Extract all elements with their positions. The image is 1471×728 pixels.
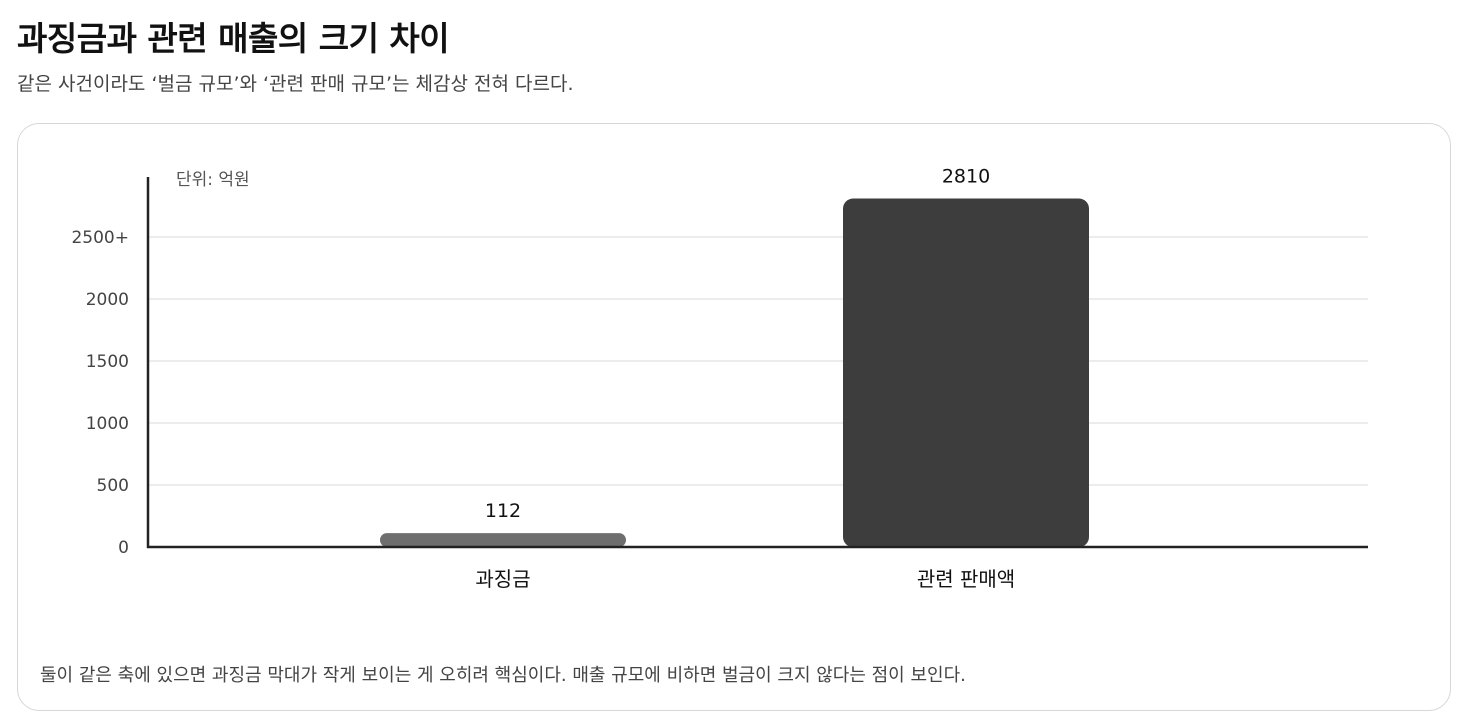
page-title: 과징금과 관련 매출의 크기 차이 bbox=[17, 19, 450, 58]
labels: 단위: 억원 112 과징금 2810 관련 판매액 bbox=[176, 166, 1015, 591]
bar-1 bbox=[380, 533, 626, 547]
y-tick-label: 0 bbox=[118, 538, 129, 558]
y-tick-label: 2500+ bbox=[71, 228, 129, 248]
y-tick-label: 2000 bbox=[86, 290, 129, 310]
chart-card bbox=[17, 123, 1451, 711]
data-label: 2810 bbox=[942, 166, 990, 188]
grid-lines bbox=[148, 236, 1368, 486]
y-tick-label: 1000 bbox=[86, 414, 129, 434]
category-label: 과징금 bbox=[475, 567, 530, 591]
category-label: 관련 판매액 bbox=[917, 567, 1015, 591]
chart-footnote: 둘이 같은 축에 있으면 과징금 막대가 작게 보이는 게 오히려 핵심이다. … bbox=[40, 665, 966, 686]
y-axis-ticks: 0 500 1000 1500 2000 2500+ bbox=[71, 228, 129, 558]
unit-label: 단위: 억원 bbox=[176, 170, 250, 190]
bars bbox=[380, 198, 1089, 547]
data-label: 112 bbox=[485, 500, 521, 522]
y-tick-label: 500 bbox=[97, 476, 129, 496]
page-subtitle: 같은 사건이라도 ‘벌금 규모’와 ‘관련 판매 규모’는 체감상 전혀 다르다… bbox=[17, 73, 574, 95]
y-tick-label: 1500 bbox=[86, 352, 129, 372]
bar-2 bbox=[843, 198, 1089, 547]
axes bbox=[146, 177, 1368, 549]
